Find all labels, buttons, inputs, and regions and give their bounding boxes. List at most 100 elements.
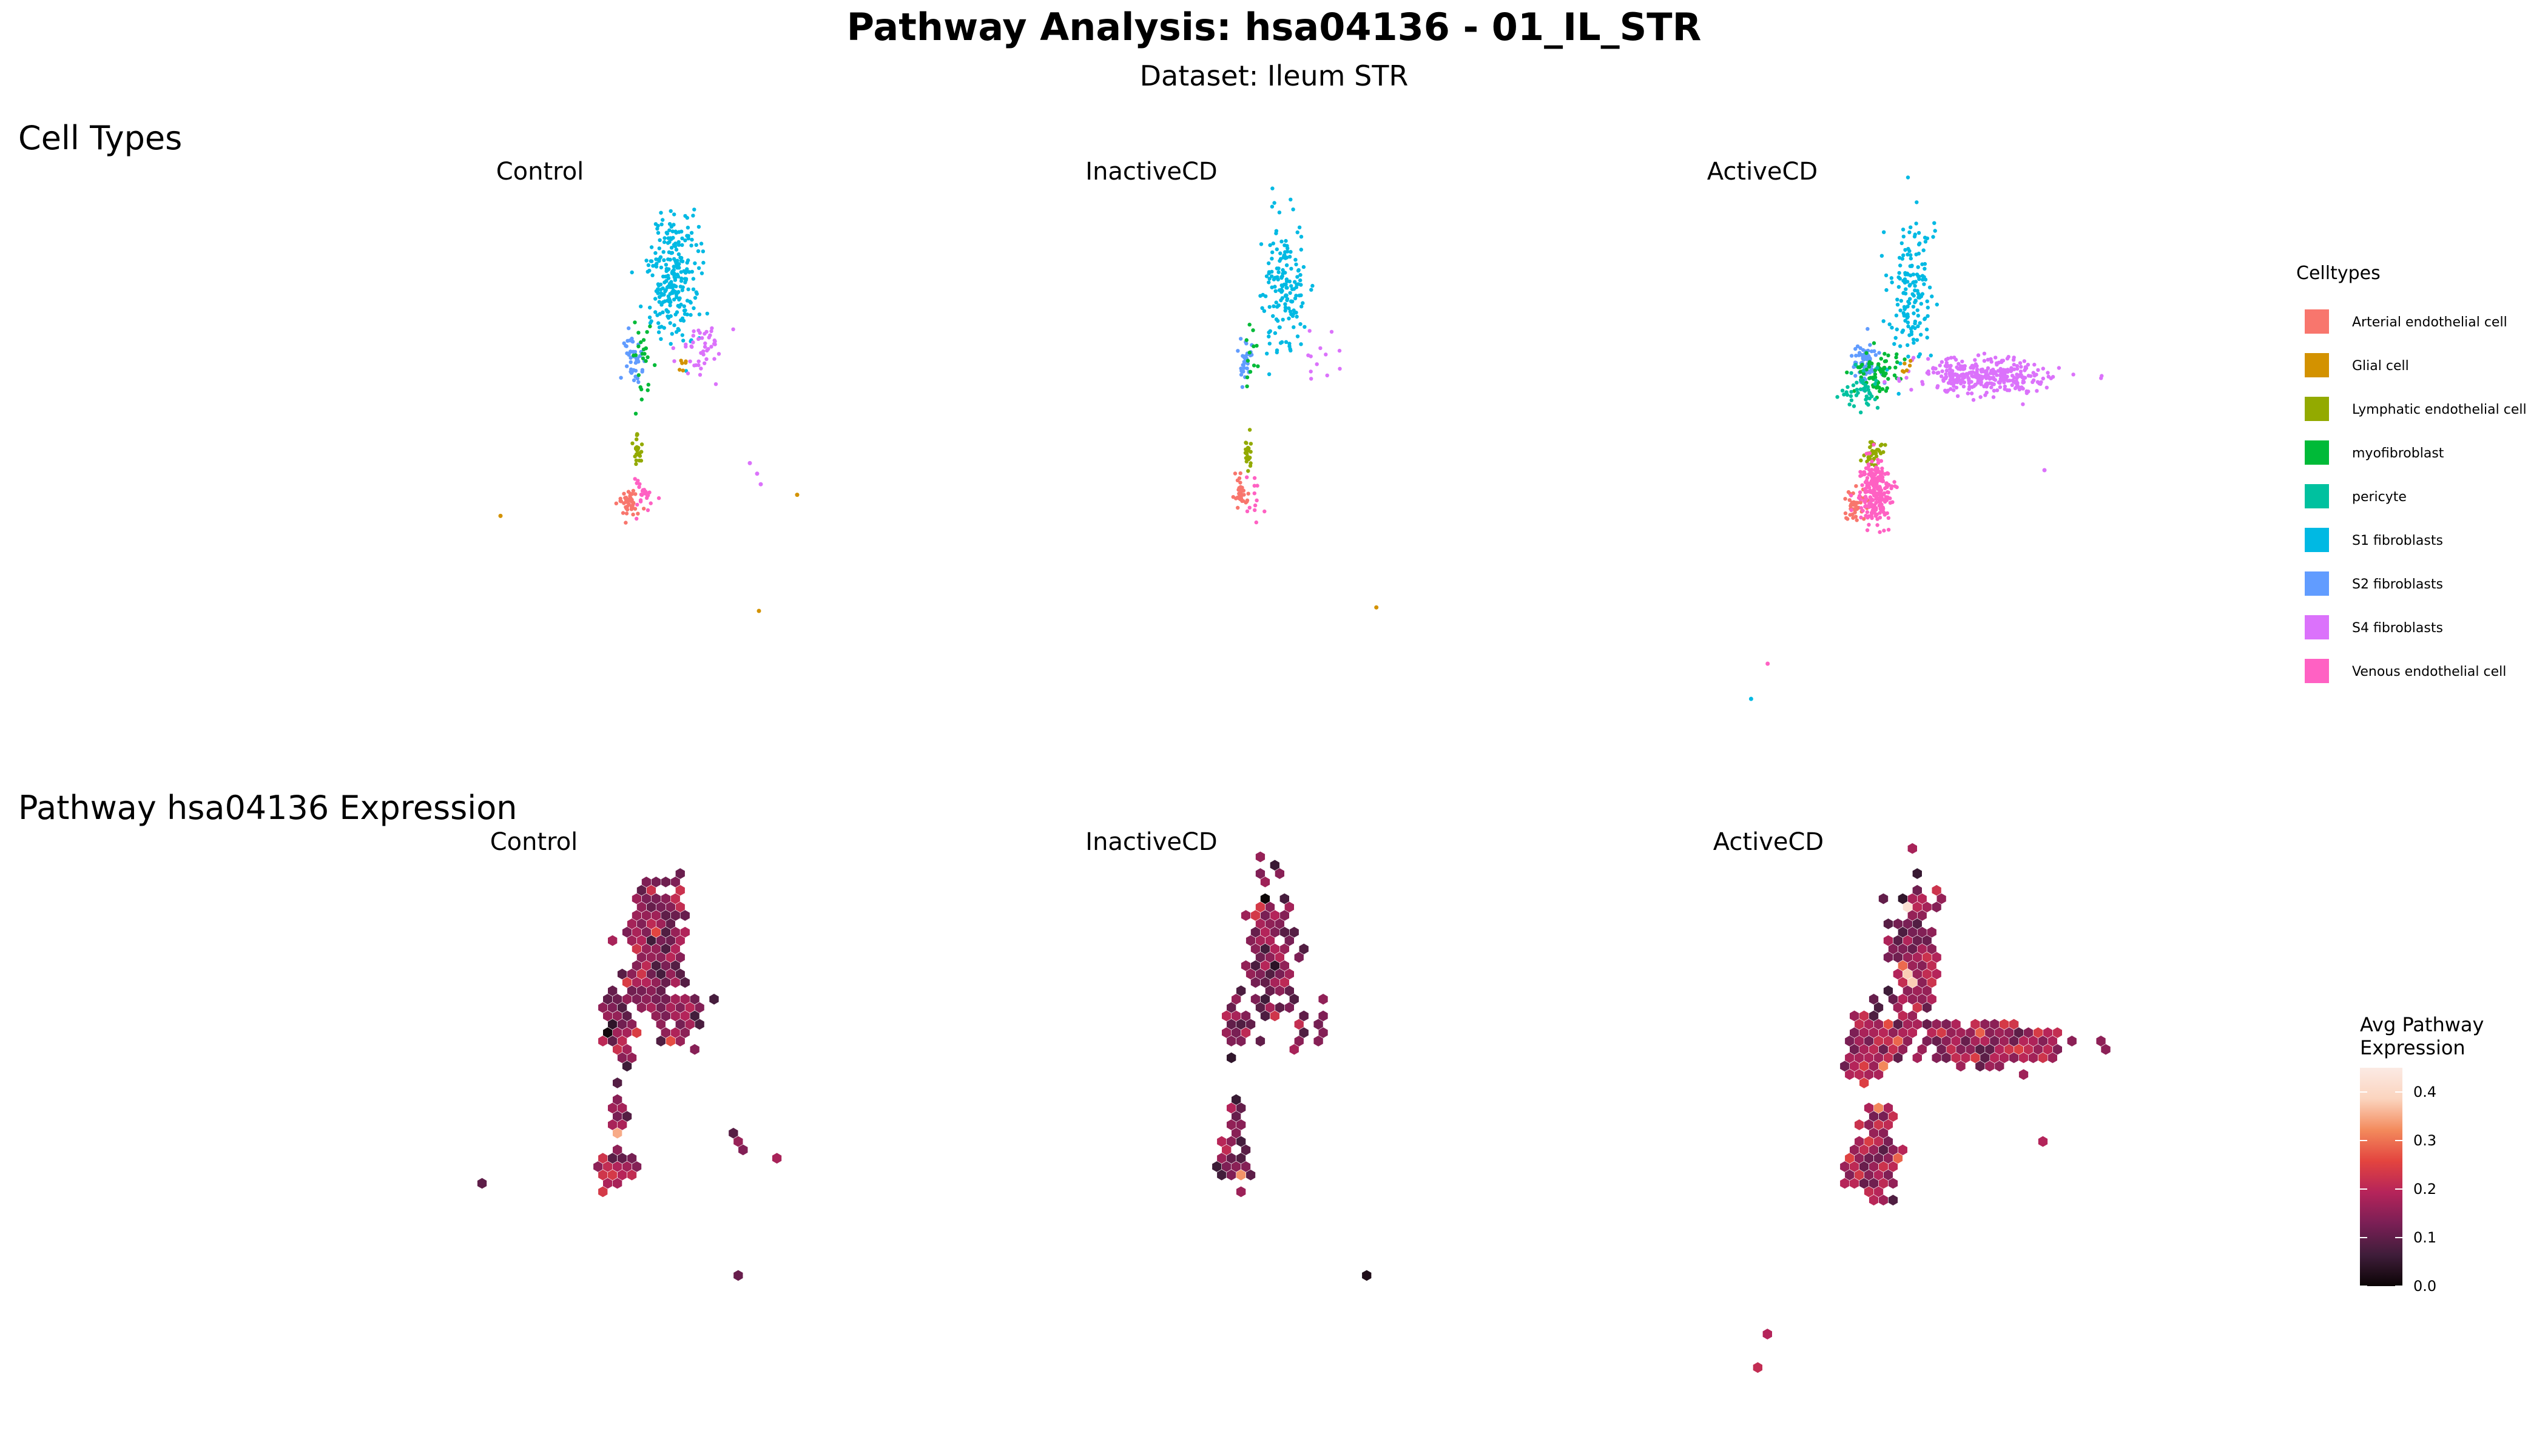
cell-point: [1880, 470, 1884, 474]
cell-point: [1267, 261, 1271, 266]
cell-point: [2031, 380, 2035, 384]
cell-point: [1289, 250, 1293, 254]
cell-point: [1962, 380, 1966, 385]
cell-point: [1285, 244, 1289, 248]
cell-point: [2009, 368, 2014, 372]
cell-point: [1902, 369, 1906, 374]
cell-point: [1995, 361, 1999, 365]
cell-point-outlier: [498, 513, 503, 518]
cell-point: [1915, 308, 1919, 312]
cell-point: [2006, 368, 2010, 372]
hex-bin: [661, 1026, 671, 1039]
cell-point: [654, 257, 658, 261]
cell-point: [1245, 475, 1249, 479]
cell-point: [1872, 341, 1876, 345]
cell-point: [653, 251, 658, 255]
cell-point: [1900, 330, 1904, 334]
cell-point: [1284, 263, 1289, 268]
cell-point: [1867, 464, 1871, 468]
cell-point: [1844, 390, 1849, 394]
hex-bin: [1883, 918, 1893, 930]
cell-point: [1905, 315, 1909, 320]
cell-point: [1969, 391, 1974, 396]
cell-point: [1295, 275, 1299, 279]
cell-point: [1278, 258, 1282, 263]
cell-point: [1895, 485, 1899, 490]
cell-point: [1898, 361, 1903, 366]
cell-point: [699, 271, 704, 275]
hex-bin: [1241, 909, 1251, 922]
cell-point: [1239, 369, 1244, 373]
hex-bin: [598, 1152, 608, 1164]
hex-bin: [1893, 1152, 1903, 1164]
hex-bin: [612, 993, 622, 1005]
cell-point: [1857, 351, 1862, 355]
cell-point: [1256, 364, 1260, 368]
cell-point: [1892, 373, 1897, 377]
cell-point: [1923, 235, 1927, 240]
hex-bin: [1255, 901, 1266, 913]
cell-point: [1858, 369, 1862, 374]
cell-point-outlier: [755, 471, 760, 476]
cell-point: [631, 500, 635, 505]
legend-label: Arterial endothelial cell: [2352, 315, 2507, 330]
cell-point: [631, 512, 635, 517]
cell-point: [1960, 359, 1964, 364]
cell-point: [1973, 374, 1977, 379]
cell-point: [684, 277, 689, 281]
cell-point: [1275, 350, 1279, 354]
cell-point: [1887, 322, 1892, 326]
cell-point: [1893, 335, 1898, 340]
cell-point: [1947, 371, 1952, 376]
cell-point: [1994, 356, 1998, 360]
cell-point: [1877, 351, 1881, 355]
cell-point: [1875, 366, 1879, 370]
cell-point: [656, 496, 661, 500]
colorbar-tick-label: 0.1: [2413, 1229, 2436, 1246]
cell-point: [1884, 273, 1889, 278]
pathway-panel-title-inactivecd: InactiveCD: [1085, 828, 1218, 856]
hex-bin: [1849, 1010, 1859, 1022]
cell-point: [1310, 283, 1315, 288]
cell-point: [1946, 363, 1950, 368]
hex-bin: [1912, 868, 1923, 880]
cell-point: [1883, 486, 1887, 491]
hex-bin: [627, 1169, 637, 1181]
cell-point: [635, 376, 640, 381]
hex-bin: [1888, 1194, 1898, 1206]
cell-point: [641, 338, 646, 342]
cell-point: [2023, 368, 2027, 372]
hex-bin: [627, 1152, 637, 1164]
cell-point: [1931, 235, 1935, 239]
hex-bin: [1960, 1035, 1971, 1047]
hex-bin: [1279, 960, 1290, 972]
hex-bin: [1859, 1144, 1869, 1156]
cell-point: [669, 246, 674, 250]
hex-bin: [1888, 1178, 1898, 1190]
cell-point: [1925, 335, 1929, 340]
cell-point: [619, 376, 623, 380]
cell-point: [680, 243, 684, 248]
legend-swatch: [2305, 309, 2329, 334]
legend-label: myofibroblast: [2352, 446, 2444, 461]
cell-point: [1251, 328, 1255, 332]
cell-point: [670, 291, 675, 295]
cell-point: [633, 507, 638, 511]
cell-point: [1923, 240, 1928, 244]
pathway-section-title: Pathway hsa04136 Expression: [18, 789, 517, 827]
cell-point: [1886, 377, 1890, 381]
cell-point: [696, 359, 701, 363]
cell-point: [1955, 394, 1960, 399]
cell-point: [1840, 388, 1845, 393]
cell-point: [1995, 388, 2000, 393]
cell-point: [1856, 496, 1861, 500]
hex-bin: [2043, 1026, 2053, 1039]
hex-bin: [612, 1127, 622, 1139]
cell-point: [637, 485, 641, 489]
cell-point: [1894, 355, 1898, 360]
cell-point: [1276, 303, 1281, 308]
cell-point: [703, 341, 707, 346]
cell-point: [1252, 344, 1256, 348]
hex-bin: [1839, 1161, 1850, 1173]
colorbar-tick-label: 0.4: [2413, 1084, 2436, 1100]
